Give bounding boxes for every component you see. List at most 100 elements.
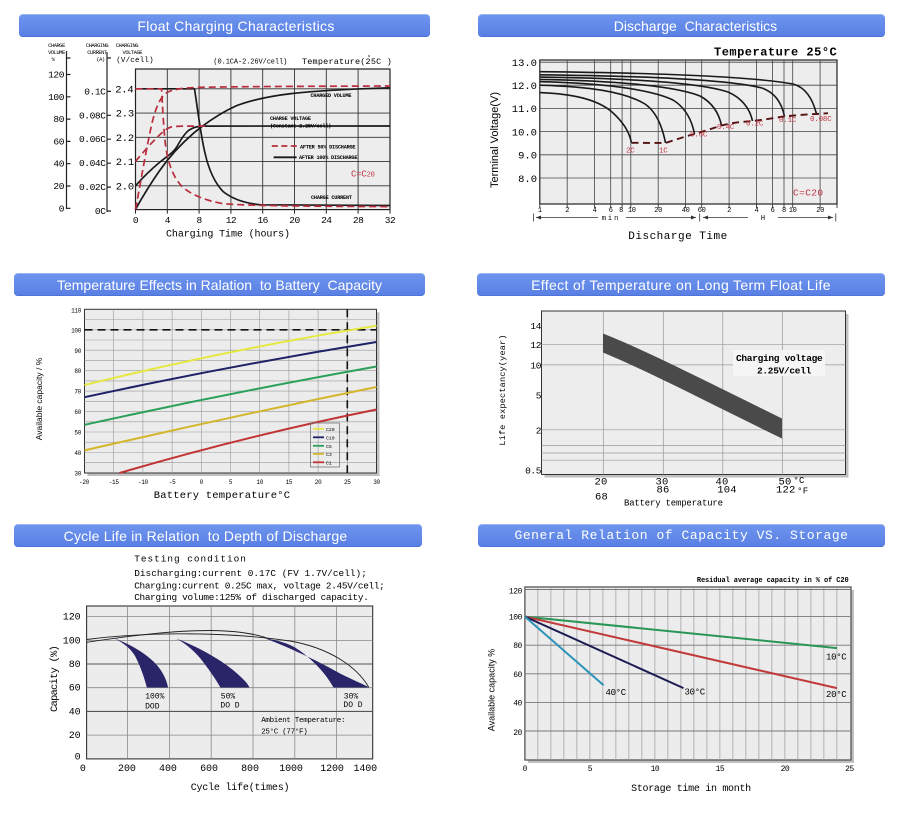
svg-text:VOLUME: VOLUME	[48, 50, 65, 56]
svg-text:DO D: DO D	[220, 701, 239, 710]
svg-text:20: 20	[53, 181, 64, 192]
svg-text:C10: C10	[326, 436, 335, 442]
svg-text:C20: C20	[326, 427, 335, 433]
svg-text:11.0: 11.0	[512, 104, 537, 116]
svg-text:60: 60	[513, 671, 522, 680]
svg-text:min: min	[602, 215, 621, 223]
svg-text:20: 20	[781, 765, 790, 774]
svg-text:0.1C: 0.1C	[779, 117, 797, 125]
svg-text:CHARGE CURRENT: CHARGE CURRENT	[311, 195, 352, 201]
svg-text:Testing condition: Testing condition	[134, 554, 247, 565]
svg-text:DOD: DOD	[145, 703, 160, 712]
svg-text:10: 10	[628, 207, 636, 215]
svg-text:CHARGING: CHARGING	[116, 43, 138, 49]
svg-text:1: 1	[538, 207, 542, 215]
svg-text:20: 20	[513, 729, 522, 738]
svg-text:25°C (77°F): 25°C (77°F)	[261, 728, 307, 737]
svg-text:25: 25	[344, 479, 351, 486]
svg-text:120: 120	[48, 70, 65, 81]
svg-text:°: °	[367, 54, 371, 63]
svg-text:C5: C5	[326, 444, 332, 450]
svg-text:13.0: 13.0	[512, 58, 537, 70]
svg-text:100: 100	[509, 614, 523, 623]
svg-text:C3: C3	[326, 452, 332, 458]
svg-text:CHARGE: CHARGE	[48, 43, 65, 49]
svg-text:10: 10	[530, 360, 541, 371]
svg-text:1200: 1200	[320, 764, 344, 775]
svg-text:2: 2	[536, 425, 542, 436]
svg-text:°F: °F	[797, 487, 808, 497]
svg-text:30°C: 30°C	[685, 688, 706, 698]
svg-text:AFTER 100% DISCHARGE: AFTER 100% DISCHARGE	[299, 155, 357, 161]
svg-text:Temperature 25°C: Temperature 25°C	[714, 46, 837, 60]
svg-text:12: 12	[226, 215, 237, 226]
svg-text:28: 28	[353, 215, 364, 226]
svg-text:120: 120	[63, 613, 81, 624]
svg-text:(A): (A)	[96, 57, 105, 63]
svg-text:40: 40	[682, 207, 690, 215]
svg-text:90: 90	[74, 348, 81, 355]
svg-text:100: 100	[71, 327, 82, 334]
svg-text:VOLTAGE: VOLTAGE	[123, 50, 143, 56]
svg-text:1000: 1000	[279, 764, 303, 775]
svg-text:CHARGE VOLTAGE: CHARGE VOLTAGE	[270, 116, 311, 122]
svg-text:Battery temperature: Battery temperature	[624, 499, 723, 509]
svg-text:Cycle life(times): Cycle life(times)	[191, 782, 290, 794]
svg-text:Available capacity / %: Available capacity / %	[34, 357, 44, 440]
svg-text:Charging Time (hours): Charging Time (hours)	[166, 229, 290, 241]
svg-text:CURRENT: CURRENT	[87, 50, 108, 56]
svg-text:60: 60	[53, 136, 64, 147]
svg-text:0: 0	[133, 215, 139, 226]
svg-text:-10: -10	[138, 479, 149, 486]
svg-text:°C: °C	[793, 476, 805, 486]
svg-text:50%: 50%	[221, 692, 236, 701]
svg-text:30: 30	[373, 479, 380, 486]
svg-text:104: 104	[717, 484, 737, 496]
svg-text:Ambient Temperature:: Ambient Temperature:	[261, 717, 345, 725]
svg-text:16: 16	[257, 215, 268, 226]
svg-text:110: 110	[71, 307, 82, 314]
svg-text:20°C: 20°C	[826, 690, 847, 700]
svg-text:60: 60	[74, 409, 81, 416]
svg-text:20: 20	[69, 731, 81, 742]
svg-text:Battery temperature°C: Battery temperature°C	[154, 490, 291, 502]
svg-text:0C: 0C	[95, 206, 106, 217]
svg-text:10.0: 10.0	[512, 127, 537, 139]
svg-text:100%: 100%	[145, 692, 164, 701]
svg-text:0.06C: 0.06C	[79, 134, 106, 145]
svg-text:80: 80	[513, 642, 522, 651]
svg-text:AFTER 50% DISCHARGE: AFTER 50% DISCHARGE	[300, 144, 355, 150]
svg-text:8: 8	[619, 207, 623, 215]
svg-text:2.1: 2.1	[116, 157, 134, 169]
svg-text:20: 20	[654, 207, 662, 215]
svg-text:40: 40	[69, 707, 81, 718]
svg-text:6: 6	[771, 207, 775, 215]
svg-text:40: 40	[513, 699, 522, 708]
svg-text:5: 5	[229, 479, 233, 486]
svg-text:60: 60	[698, 207, 706, 215]
svg-text:0: 0	[75, 753, 81, 764]
svg-text:(Constant 2.25V/cell): (Constant 2.25V/cell)	[270, 123, 331, 129]
svg-text:40: 40	[53, 159, 64, 170]
svg-text:24: 24	[321, 215, 332, 226]
svg-text:400: 400	[159, 764, 177, 775]
svg-text:20: 20	[594, 477, 607, 489]
svg-text:Discharge Time: Discharge Time	[628, 231, 727, 243]
svg-text:0: 0	[200, 479, 204, 486]
svg-text:8.0: 8.0	[518, 174, 537, 186]
svg-text:Discharging:current 0.17C (FV: Discharging:current 0.17C (FV 1.7V/cell)…	[134, 568, 367, 579]
svg-text:50: 50	[74, 430, 81, 437]
svg-text:2.25V/cell: 2.25V/cell	[757, 366, 812, 377]
svg-text:2: 2	[565, 207, 569, 215]
svg-text:0.08C: 0.08C	[810, 116, 832, 124]
svg-text:20: 20	[315, 479, 322, 486]
svg-text:4: 4	[165, 215, 171, 226]
svg-text:80: 80	[69, 660, 81, 671]
svg-text:8: 8	[782, 207, 786, 215]
svg-text:Available capacity %: Available capacity %	[487, 649, 497, 731]
svg-text:0.4C: 0.4C	[717, 124, 735, 132]
svg-text:Charging volume:125% of discha: Charging volume:125% of discharged capac…	[134, 592, 368, 603]
svg-text:86: 86	[656, 484, 669, 496]
svg-text:10: 10	[789, 207, 797, 215]
svg-text:-15: -15	[109, 479, 120, 486]
